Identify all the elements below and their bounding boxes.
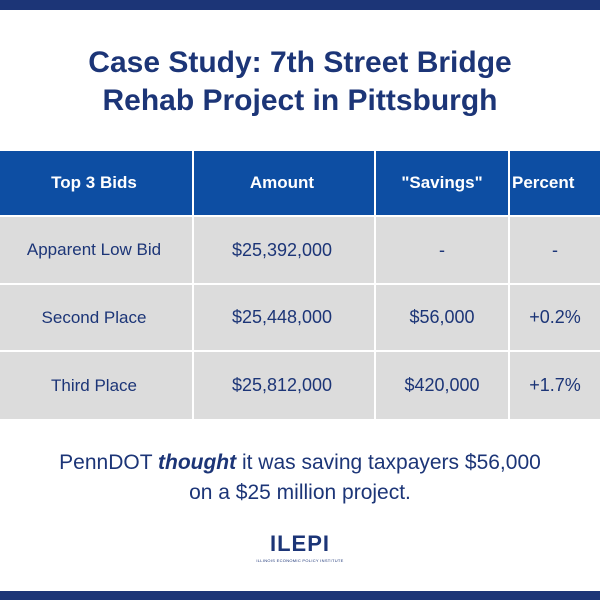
logo-wordmark: ILEPI — [269, 531, 330, 556]
bid-savings: $420,000 — [404, 375, 480, 395]
page-title: Case Study: 7th Street Bridge Rehab Proj… — [0, 44, 600, 120]
title-line-1: Case Study: 7th Street Bridge — [88, 46, 512, 79]
bid-percent: +1.7% — [529, 375, 581, 395]
header-percent: Percent — [512, 173, 575, 192]
bid-percent: - — [552, 239, 558, 260]
bid-amount: $25,392,000 — [231, 239, 333, 260]
column-divider — [508, 151, 510, 419]
caption-line-1: PennDOT thought it was saving taxpayers … — [0, 448, 600, 478]
caption-after: it was saving taxpayers $56,000 — [236, 451, 541, 474]
top-border — [0, 0, 600, 10]
column-divider — [374, 151, 376, 419]
column-divider — [192, 151, 194, 419]
bid-savings: $56,000 — [409, 307, 475, 327]
caption-text: PennDOT thought it was saving taxpayers … — [0, 448, 600, 508]
bid-savings: - — [439, 239, 445, 260]
header-savings: "Savings" — [401, 173, 483, 192]
bottom-border — [0, 591, 600, 600]
title-line-2: Rehab Project in Pittsburgh — [102, 84, 498, 117]
bid-amount: $25,812,000 — [231, 375, 333, 395]
table-header-row: Top 3 Bids Amount "Savings" Percent — [0, 151, 600, 215]
table-row: Apparent Low Bid $25,392,000 - - — [0, 217, 600, 283]
caption-before: PennDOT — [59, 451, 158, 474]
caption-line-2: on a $25 million project. — [189, 481, 411, 504]
bid-amount: $25,448,000 — [231, 307, 333, 327]
header-amount: Amount — [249, 173, 315, 192]
bid-percent: +0.2% — [529, 307, 581, 327]
bid-label: Apparent Low Bid — [26, 240, 162, 259]
table-row: Third Place $25,812,000 $420,000 +1.7% — [0, 352, 600, 419]
caption-emphasis: thought — [158, 451, 237, 474]
bid-label: Second Place — [41, 307, 147, 327]
logo-tagline: ILLINOIS ECONOMIC POLICY INSTITUTE — [256, 558, 344, 563]
bid-label: Third Place — [51, 375, 137, 395]
table-row: Second Place $25,448,000 $56,000 +0.2% — [0, 285, 600, 350]
ilepi-logo: ILEPI ILLINOIS ECONOMIC POLICY INSTITUTE — [250, 531, 350, 563]
bids-table: Top 3 Bids Amount "Savings" Percent Appa… — [0, 151, 600, 419]
header-top-3-bids: Top 3 Bids — [51, 173, 137, 192]
